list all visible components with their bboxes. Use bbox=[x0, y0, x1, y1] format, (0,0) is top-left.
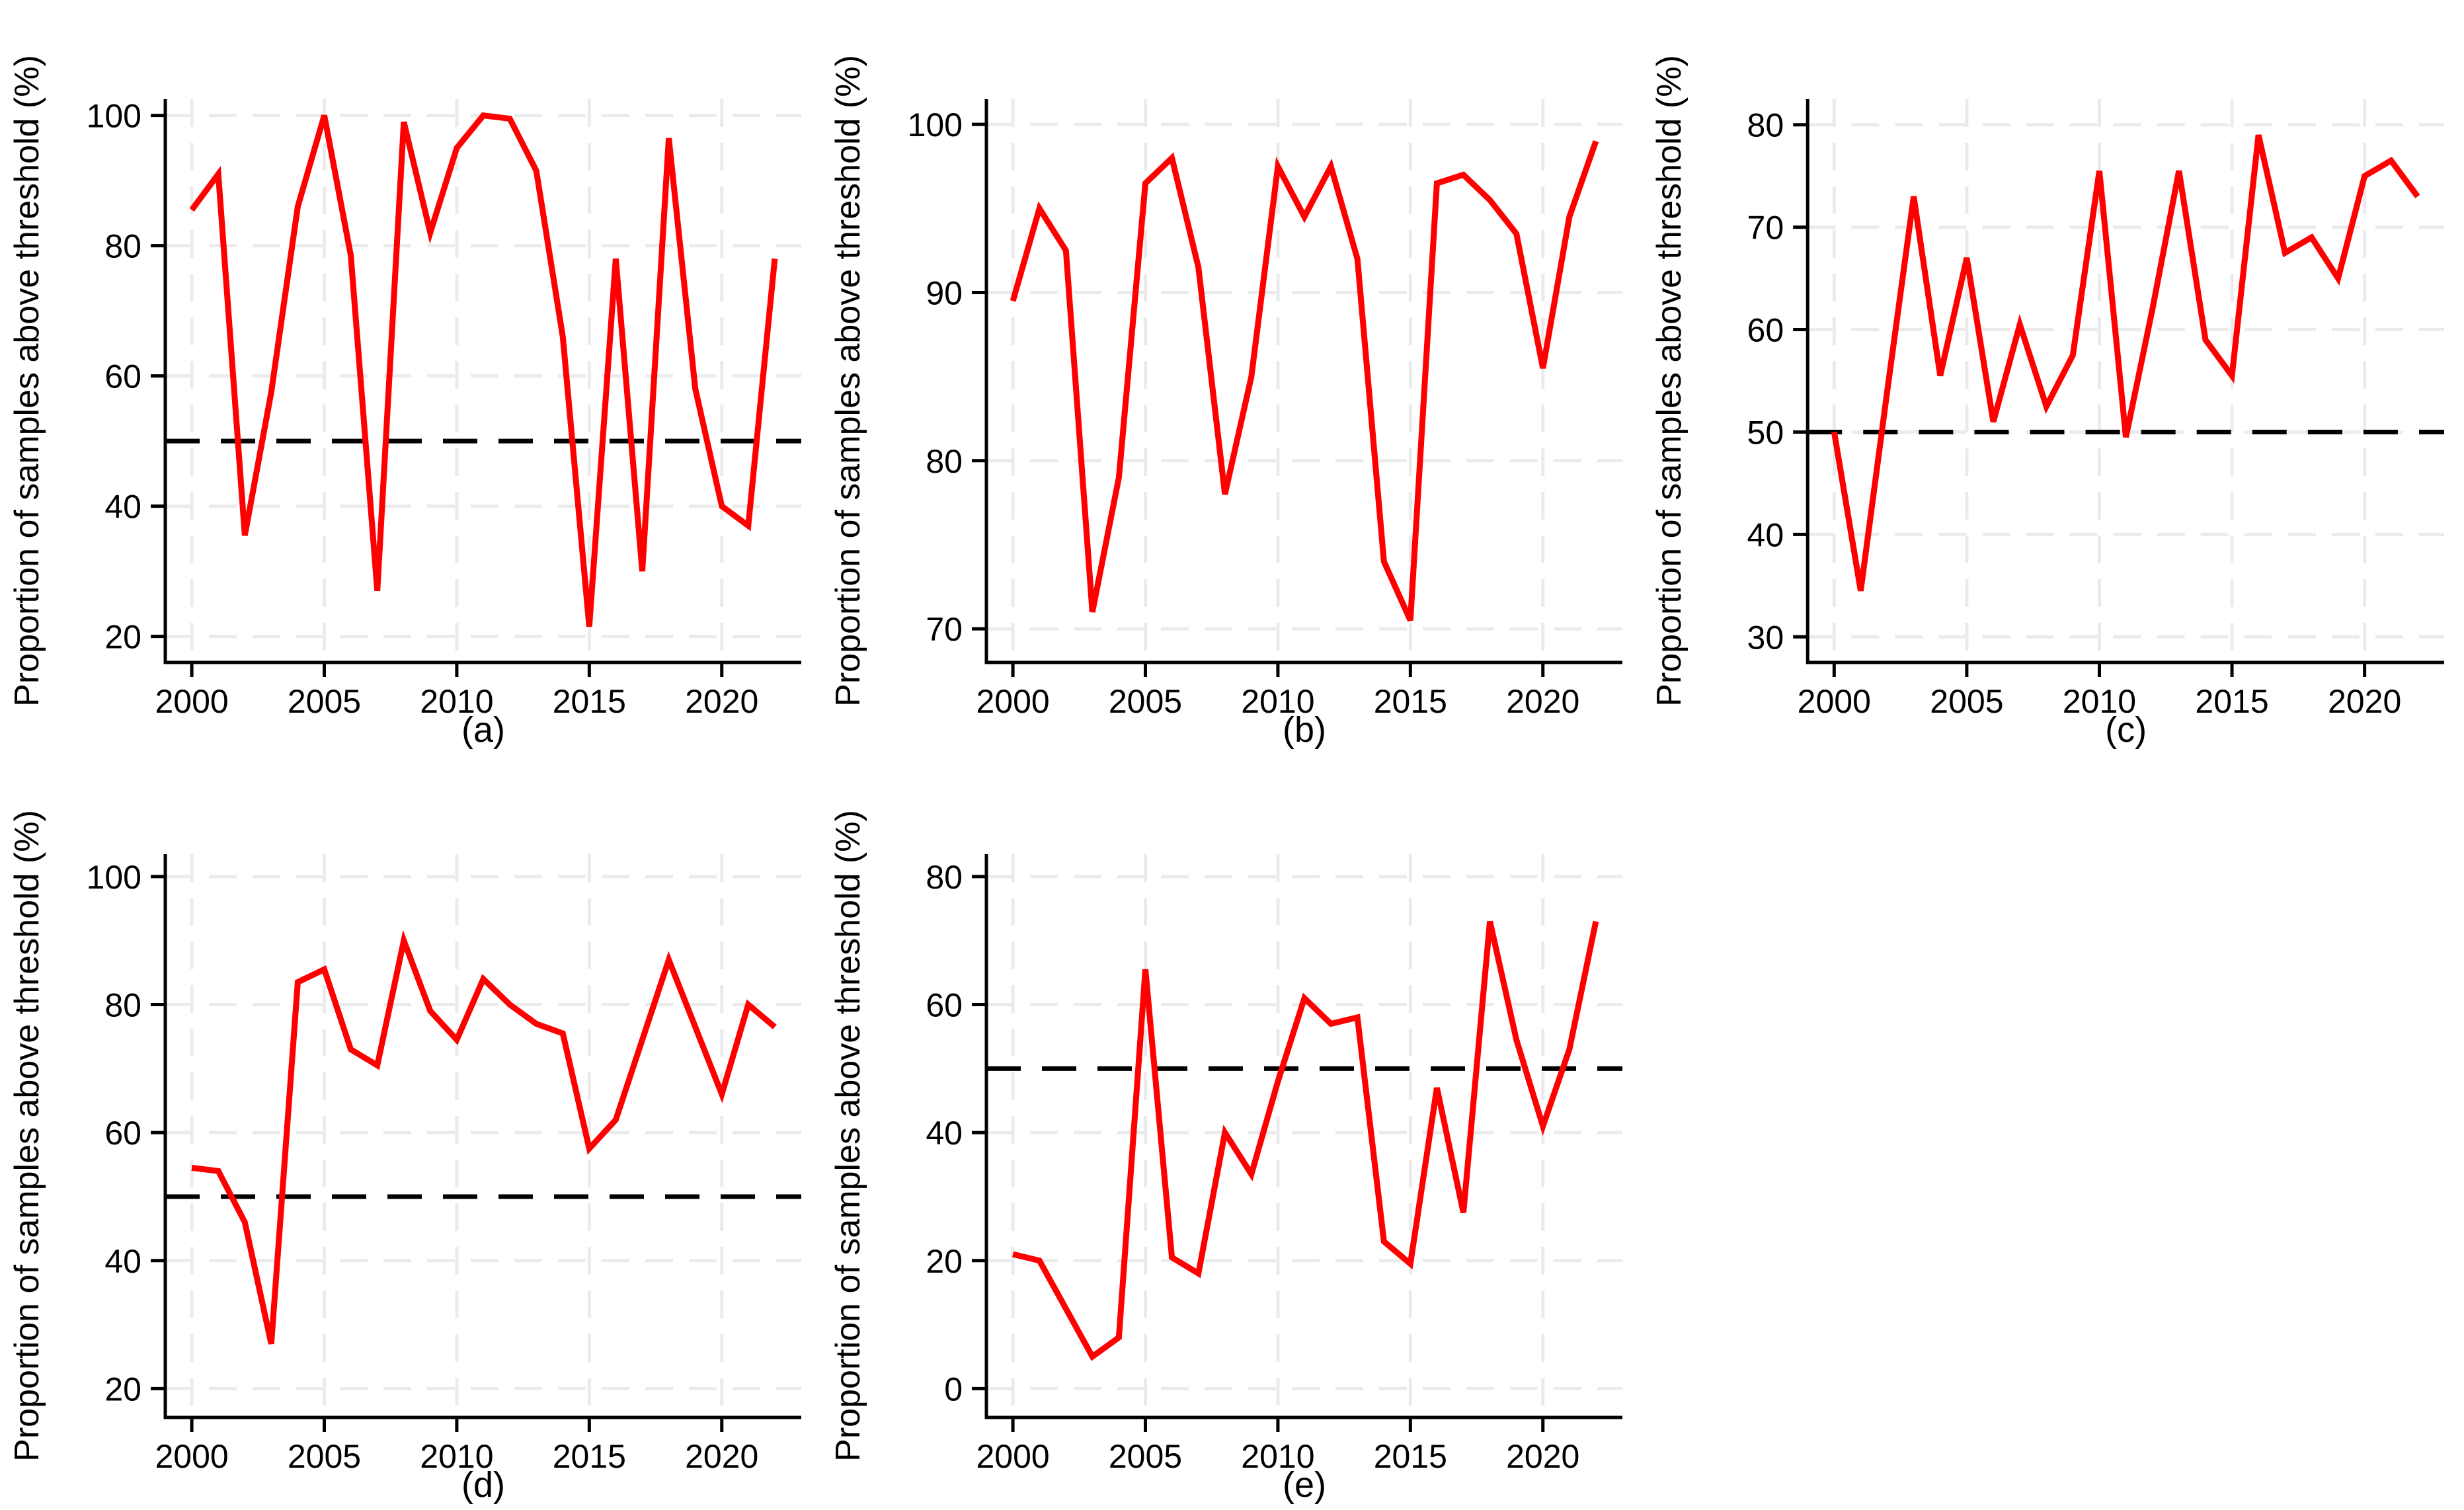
y-tick-label: 60 bbox=[104, 358, 141, 395]
x-tick-label: 2010 bbox=[420, 1438, 493, 1475]
y-axis-title: Proportion of samples above threshold (%… bbox=[829, 55, 867, 707]
x-tick-label: 2020 bbox=[1506, 1438, 1579, 1475]
y-tick-label: 20 bbox=[104, 619, 141, 656]
y-tick-label: 40 bbox=[1747, 516, 1784, 553]
y-axis-title: Proportion of samples above threshold (%… bbox=[8, 55, 46, 707]
axes bbox=[972, 99, 1622, 677]
tick-labels: 30 40 50 60 70 80 2000 2005 2010 2015 2020 bbox=[1747, 107, 2402, 720]
y-tick-label: 0 bbox=[944, 1371, 963, 1408]
x-tick-label: 2015 bbox=[1374, 683, 1447, 720]
y-tick-label: 50 bbox=[1747, 414, 1784, 451]
y-tick-label: 20 bbox=[926, 1243, 963, 1280]
panel-e: 0 20 40 60 80 2000 2005 2010 2015 2020 Proportion … bbox=[821, 755, 1642, 1510]
y-tick-label: 100 bbox=[87, 98, 141, 135]
chart-b: 70 80 90 100 2000 2005 2010 2015 2020 Proportion … bbox=[829, 55, 1622, 750]
x-tick-label: 2020 bbox=[1506, 683, 1579, 720]
panel-caption: (c) bbox=[2105, 710, 2147, 750]
x-tick-label: 2000 bbox=[155, 683, 228, 720]
y-tick-label: 100 bbox=[87, 859, 141, 896]
axes bbox=[1793, 99, 2444, 677]
y-tick-label: 40 bbox=[104, 1243, 141, 1280]
panel-c: 30 40 50 60 70 80 2000 2005 2010 2015 2020 Proporti… bbox=[1642, 0, 2464, 755]
x-tick-label: 2005 bbox=[288, 1438, 361, 1475]
x-tick-label: 2005 bbox=[1109, 1438, 1182, 1475]
x-tick-label: 2015 bbox=[2195, 683, 2268, 720]
x-tick-label: 2000 bbox=[976, 683, 1049, 720]
x-tick-label: 2005 bbox=[288, 683, 361, 720]
x-tick-label: 2010 bbox=[1241, 683, 1314, 720]
chart-a: 20 40 60 80 100 2000 2005 2010 2015 2020 Proportio… bbox=[8, 55, 801, 750]
x-tick-label: 2000 bbox=[155, 1438, 228, 1475]
y-tick-label: 60 bbox=[926, 987, 963, 1024]
y-tick-label: 20 bbox=[104, 1371, 141, 1408]
x-tick-label: 2010 bbox=[2063, 683, 2136, 720]
panel-d: 20 40 60 80 100 2000 2005 2010 2015 2020 Proportio… bbox=[0, 755, 821, 1510]
y-tick-label: 80 bbox=[104, 987, 141, 1024]
chart-c: 30 40 50 60 70 80 2000 2005 2010 2015 2020 Proporti… bbox=[1650, 55, 2444, 750]
x-tick-label: 2010 bbox=[420, 683, 493, 720]
x-tick-label: 2015 bbox=[553, 1438, 626, 1475]
x-tick-label: 2000 bbox=[1798, 683, 1871, 720]
y-tick-label: 80 bbox=[926, 443, 963, 480]
axes bbox=[972, 854, 1622, 1432]
y-tick-label: 80 bbox=[104, 228, 141, 265]
gridlines bbox=[986, 854, 1622, 1417]
panel-b: 70 80 90 100 2000 2005 2010 2015 2020 Proportion … bbox=[821, 0, 1642, 755]
y-tick-label: 90 bbox=[926, 274, 963, 311]
y-tick-label: 30 bbox=[1747, 619, 1784, 656]
series-line bbox=[1010, 140, 1599, 622]
panel-caption: (a) bbox=[461, 710, 505, 750]
panel-caption: (e) bbox=[1283, 1465, 1326, 1505]
axes bbox=[151, 99, 801, 677]
x-tick-label: 2020 bbox=[685, 1438, 758, 1475]
x-tick-label: 2005 bbox=[1109, 683, 1182, 720]
chart-d: 20 40 60 80 100 2000 2005 2010 2015 2020 Proportio… bbox=[8, 810, 801, 1505]
panel-caption: (b) bbox=[1283, 710, 1326, 750]
y-tick-label: 70 bbox=[926, 611, 963, 648]
gridlines bbox=[986, 99, 1622, 662]
tick-labels: 70 80 90 100 2000 2005 2010 2015 2020 bbox=[908, 106, 1580, 720]
x-tick-label: 2015 bbox=[1374, 1438, 1447, 1475]
tick-labels: 0 20 40 60 80 2000 2005 2010 2015 2020 bbox=[926, 859, 1579, 1475]
tick-labels: 20 40 60 80 100 2000 2005 2010 2015 2020 bbox=[87, 98, 759, 720]
series-line bbox=[189, 112, 778, 627]
y-tick-label: 80 bbox=[926, 859, 963, 896]
y-axis-title: Proportion of samples above threshold (%… bbox=[1650, 55, 1689, 707]
x-tick-label: 2005 bbox=[1930, 683, 2003, 720]
panel-a: 20 40 60 80 100 2000 2005 2010 2015 2020 Proportio… bbox=[0, 0, 821, 755]
y-tick-label: 70 bbox=[1747, 210, 1784, 247]
y-tick-label: 40 bbox=[926, 1115, 963, 1152]
y-axis-title: Proportion of samples above threshold (%… bbox=[8, 810, 46, 1462]
series-line bbox=[1012, 920, 1599, 1361]
series-line bbox=[1831, 134, 2420, 592]
x-tick-label: 2020 bbox=[685, 683, 758, 720]
axes bbox=[151, 854, 801, 1432]
series-line bbox=[191, 930, 777, 1345]
gridlines bbox=[1808, 99, 2444, 662]
tick-labels: 20 40 60 80 100 2000 2005 2010 2015 2020 bbox=[87, 859, 759, 1475]
y-tick-label: 40 bbox=[104, 489, 141, 526]
y-tick-label: 60 bbox=[1747, 312, 1784, 349]
x-tick-label: 2010 bbox=[1241, 1438, 1314, 1475]
gridlines bbox=[165, 854, 801, 1417]
x-tick-label: 2020 bbox=[2328, 683, 2401, 720]
panel-caption: (d) bbox=[461, 1465, 505, 1505]
x-tick-label: 2000 bbox=[976, 1438, 1049, 1475]
chart-e: 0 20 40 60 80 2000 2005 2010 2015 2020 Proportion … bbox=[829, 810, 1622, 1505]
y-tick-label: 80 bbox=[1747, 107, 1784, 144]
gridlines bbox=[165, 99, 801, 662]
y-axis-title: Proportion of samples above threshold (%… bbox=[829, 810, 867, 1462]
y-tick-label: 60 bbox=[104, 1115, 141, 1152]
x-tick-label: 2015 bbox=[553, 683, 626, 720]
y-tick-label: 100 bbox=[908, 106, 963, 143]
